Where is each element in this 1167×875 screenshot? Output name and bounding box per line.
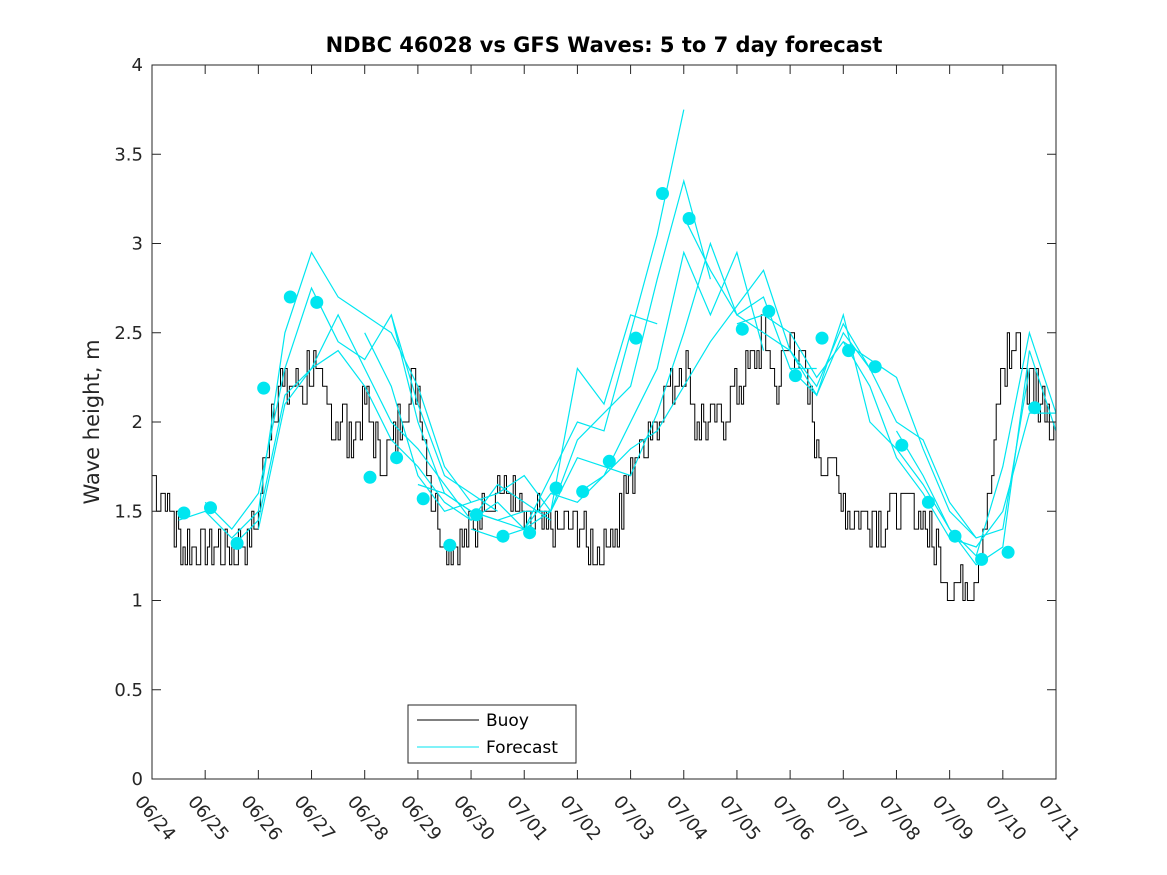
forecast-marker bbox=[230, 536, 244, 550]
forecast-marker bbox=[496, 529, 510, 543]
y-tick-label: 1.5 bbox=[114, 501, 143, 522]
y-tick-label: 2.5 bbox=[114, 323, 143, 344]
forecast-marker bbox=[921, 495, 935, 509]
y-axis-label: Wave height, m bbox=[80, 339, 104, 504]
forecast-line bbox=[577, 269, 871, 494]
x-tick-label: 07/06 bbox=[768, 792, 817, 845]
x-tick-label: 07/07 bbox=[821, 792, 870, 845]
forecast-marker bbox=[1028, 401, 1042, 415]
y-tick-label: 0.5 bbox=[114, 680, 143, 701]
legend: Buoy Forecast bbox=[407, 704, 577, 764]
x-tick-label: 07/04 bbox=[662, 792, 711, 845]
x-tick-label: 06/25 bbox=[183, 792, 232, 845]
forecast-line bbox=[178, 250, 472, 539]
forecast-markers bbox=[177, 187, 1042, 566]
forecast-marker bbox=[523, 526, 537, 540]
forecast-marker bbox=[1001, 545, 1015, 559]
forecast-marker bbox=[257, 381, 271, 395]
forecast-line bbox=[257, 349, 552, 530]
x-tick-label: 06/28 bbox=[343, 792, 392, 845]
forecast-line bbox=[736, 314, 1030, 539]
forecast-marker bbox=[283, 290, 297, 304]
forecast-series bbox=[178, 109, 1057, 566]
x-tick-label: 06/27 bbox=[290, 792, 339, 845]
y-tick-label: 3 bbox=[132, 234, 143, 255]
x-tick-label: 07/03 bbox=[609, 792, 658, 845]
forecast-line bbox=[789, 312, 1057, 566]
legend-box bbox=[407, 704, 577, 764]
forecast-marker bbox=[390, 451, 404, 465]
forecast-marker bbox=[576, 485, 590, 499]
forecast-marker bbox=[868, 360, 882, 374]
y-tick-label: 0 bbox=[132, 769, 143, 790]
forecast-marker bbox=[310, 295, 324, 309]
forecast-marker bbox=[842, 344, 856, 358]
x-tick-label: 06/26 bbox=[237, 792, 286, 845]
forecast-marker bbox=[629, 331, 643, 345]
x-tick-label: 07/05 bbox=[715, 792, 764, 845]
forecast-marker bbox=[363, 470, 377, 484]
plot-background bbox=[152, 65, 1056, 779]
forecast-marker bbox=[682, 212, 696, 225]
x-tick-label: 06/30 bbox=[449, 792, 498, 845]
forecast-marker bbox=[788, 369, 802, 383]
x-tick-label: 07/08 bbox=[875, 792, 924, 845]
y-tick-label: 4 bbox=[132, 55, 143, 76]
forecast-line bbox=[204, 286, 498, 531]
y-tick-label: 1 bbox=[132, 591, 143, 612]
forecast-line bbox=[390, 109, 685, 530]
chart-title: NDBC 46028 vs GFS Waves: 5 to 7 day fore… bbox=[326, 33, 883, 57]
forecast-marker bbox=[762, 304, 776, 318]
forecast-marker bbox=[443, 538, 457, 552]
legend-forecast-label: Forecast bbox=[486, 738, 558, 758]
x-tick-label: 07/10 bbox=[981, 792, 1030, 845]
x-tick-label: 07/02 bbox=[556, 792, 605, 845]
x-tick-label: 07/11 bbox=[1034, 792, 1083, 845]
y-tick-label: 3.5 bbox=[114, 144, 143, 165]
x-tick-label: 06/29 bbox=[396, 792, 445, 845]
x-tick-label: 06/24 bbox=[130, 792, 179, 845]
forecast-marker bbox=[602, 454, 616, 468]
forecast-marker bbox=[469, 508, 483, 522]
forecast-line bbox=[417, 178, 711, 521]
forecast-marker bbox=[656, 187, 669, 200]
forecast-marker bbox=[895, 438, 909, 452]
forecast-marker bbox=[815, 331, 829, 345]
legend-buoy-label: Buoy bbox=[486, 711, 529, 731]
x-tick-label: 07/01 bbox=[502, 792, 551, 845]
forecast-line bbox=[470, 250, 765, 539]
x-tick-label: 07/09 bbox=[928, 792, 977, 845]
forecast-marker bbox=[735, 322, 749, 336]
forecast-marker bbox=[975, 552, 989, 566]
y-tick-label: 2 bbox=[132, 412, 143, 433]
forecast-marker bbox=[948, 529, 962, 543]
forecast-marker bbox=[204, 501, 217, 515]
forecast-marker bbox=[177, 506, 191, 520]
forecast-marker bbox=[416, 492, 430, 506]
forecast-line bbox=[364, 314, 658, 513]
forecast-marker bbox=[549, 481, 563, 495]
